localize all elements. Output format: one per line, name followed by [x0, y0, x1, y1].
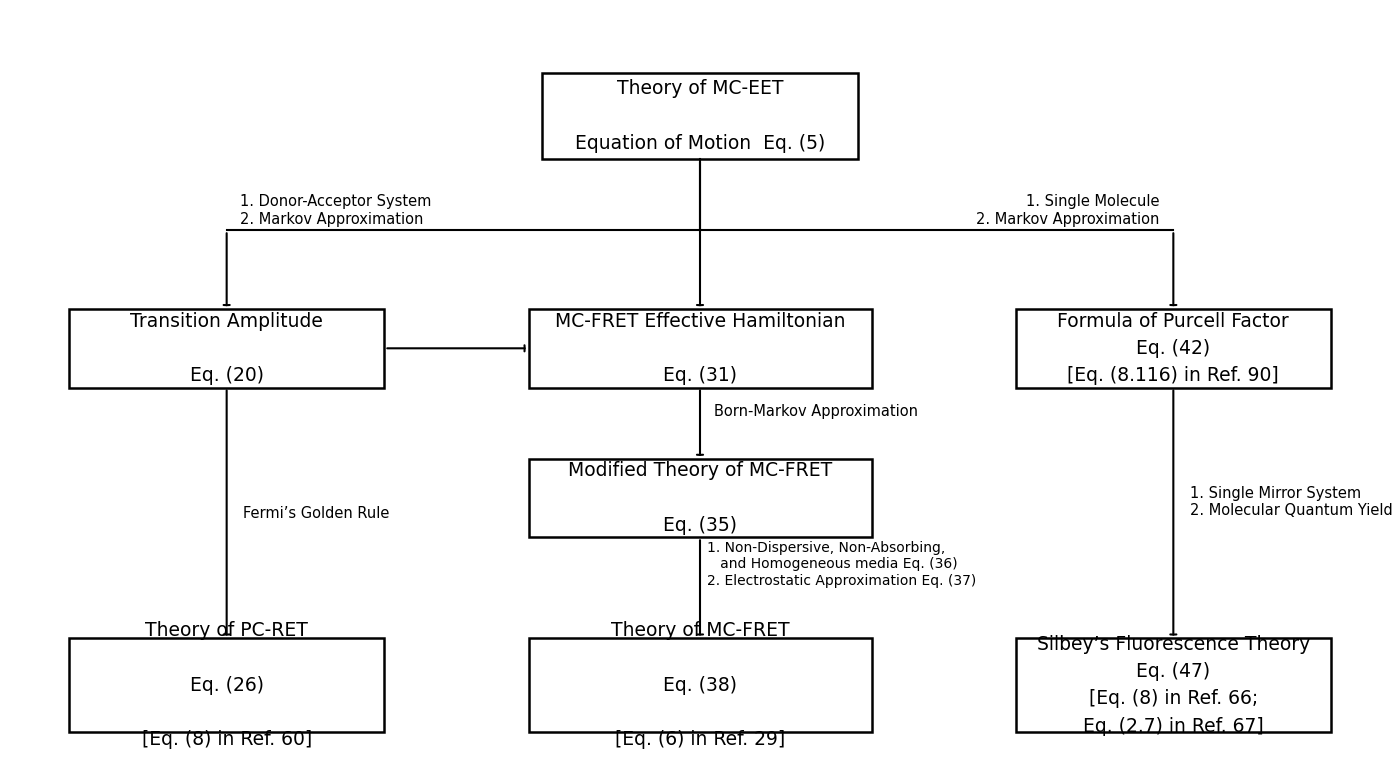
Text: Theory of MC-FRET

Eq. (38)

[Eq. (6) in Ref. 29]: Theory of MC-FRET Eq. (38) [Eq. (6) in R…: [610, 621, 790, 749]
Text: Silbey’s Fluorescence Theory
Eq. (47)
[Eq. (8) in Ref. 66;
Eq. (2.7) in Ref. 67]: Silbey’s Fluorescence Theory Eq. (47) [E…: [1037, 635, 1310, 736]
Text: Theory of PC-RET

Eq. (26)

[Eq. (8) in Ref. 60]: Theory of PC-RET Eq. (26) [Eq. (8) in Re…: [141, 621, 312, 749]
FancyBboxPatch shape: [69, 639, 385, 732]
Text: Fermi’s Golden Rule: Fermi’s Golden Rule: [244, 506, 389, 520]
Text: Born-Markov Approximation: Born-Markov Approximation: [714, 404, 918, 419]
Text: Transition Amplitude

Eq. (20): Transition Amplitude Eq. (20): [130, 312, 323, 385]
Text: Formula of Purcell Factor
Eq. (42)
[Eq. (8.116) in Ref. 90]: Formula of Purcell Factor Eq. (42) [Eq. …: [1057, 312, 1289, 385]
FancyBboxPatch shape: [529, 639, 871, 732]
Text: 1. Donor-Acceptor System
2. Markov Approximation: 1. Donor-Acceptor System 2. Markov Appro…: [241, 194, 431, 227]
FancyBboxPatch shape: [542, 73, 858, 159]
FancyBboxPatch shape: [529, 309, 871, 387]
Text: Modified Theory of MC-FRET

Eq. (35): Modified Theory of MC-FRET Eq. (35): [568, 461, 832, 535]
Text: MC-FRET Effective Hamiltonian

Eq. (31): MC-FRET Effective Hamiltonian Eq. (31): [554, 312, 846, 385]
Text: 1. Single Mirror System
2. Molecular Quantum Yield: 1. Single Mirror System 2. Molecular Qua…: [1190, 486, 1393, 518]
FancyBboxPatch shape: [69, 309, 385, 387]
FancyBboxPatch shape: [1015, 639, 1331, 732]
Text: 1. Single Molecule
2. Markov Approximation: 1. Single Molecule 2. Markov Approximati…: [976, 194, 1159, 227]
Text: 1. Non-Dispersive, Non-Absorbing,
   and Homogeneous media Eq. (36)
2. Electrost: 1. Non-Dispersive, Non-Absorbing, and Ho…: [707, 541, 976, 588]
FancyBboxPatch shape: [1015, 309, 1331, 387]
Text: Theory of MC-EET

Equation of Motion  Eq. (5): Theory of MC-EET Equation of Motion Eq. …: [575, 79, 825, 153]
FancyBboxPatch shape: [529, 458, 871, 537]
